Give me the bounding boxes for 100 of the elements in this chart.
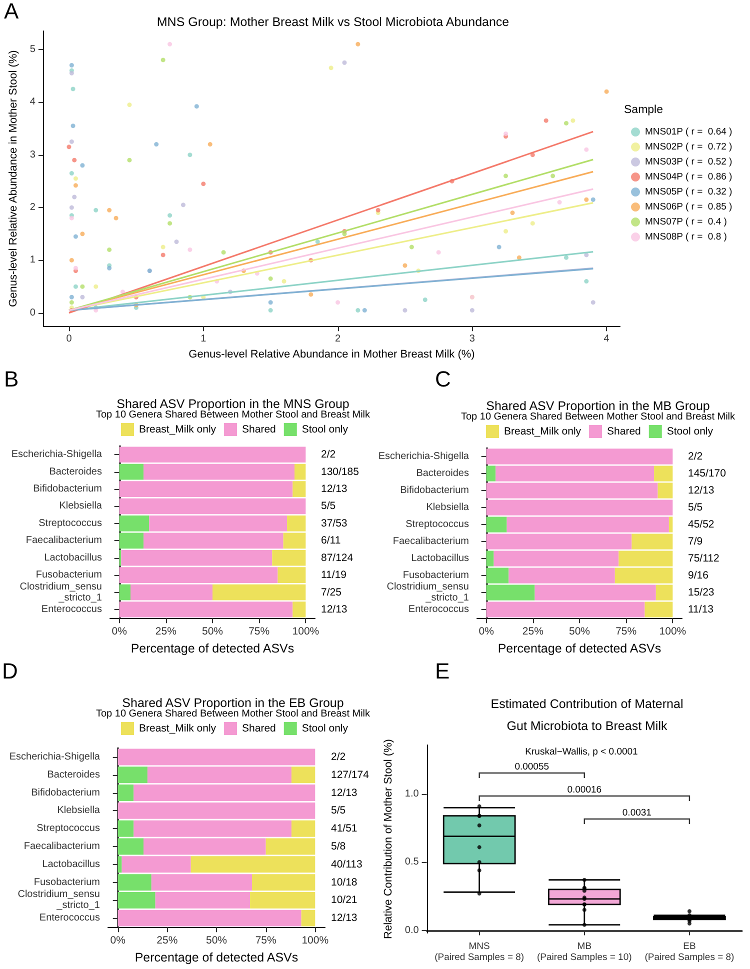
x-tick-label: 0% xyxy=(110,934,126,947)
y-axis-title: Genus-level Relative Abundance in Mother Stool (%) xyxy=(8,50,20,307)
text: 12/13 xyxy=(321,483,348,496)
x-tick-label: 4 xyxy=(604,334,610,345)
y-tick-label: Fusobacterium xyxy=(34,876,100,888)
legend-label: Breast_Milk only xyxy=(504,426,582,438)
y-tick-label: Faecalibacterium xyxy=(392,536,469,548)
y-tick-label: 0.5 xyxy=(404,856,420,868)
y-tick-label: Bacteroides xyxy=(49,466,102,478)
y-tick-label: Escherichia-Shigella xyxy=(11,449,102,460)
text: 37/53 xyxy=(321,517,348,530)
y-tick-label: Bifidobacterium xyxy=(31,787,100,798)
x-tick-label: 25% xyxy=(155,626,176,638)
legend-label: Stool only xyxy=(302,424,349,436)
x-axis-title: Percentage of detected ASVs xyxy=(134,950,298,964)
y-tick-label: Enterococcus xyxy=(408,604,469,616)
legend-label: Shared xyxy=(607,426,642,438)
x-tick-label: EB (Paired Samples = 8) xyxy=(644,941,734,963)
y-tick-label: Streptococcus xyxy=(36,823,100,834)
text: 2/2 xyxy=(688,450,703,463)
text: A xyxy=(4,0,19,24)
text: 11/13 xyxy=(688,604,714,616)
chart-subtitle: Top 10 Genera Shared Between Mother Stool and Breast Milk xyxy=(96,410,372,420)
x-tick-label: 75% xyxy=(616,626,637,638)
legend-label: MNS04P ( r = 0.86 ) xyxy=(645,172,732,182)
legend-label: MNS02P ( r = 0.72 ) xyxy=(645,142,732,152)
y-tick-label: Escherichia-Shigella xyxy=(9,751,100,762)
text: 87/124 xyxy=(321,552,354,564)
x-tick-label: 50% xyxy=(202,626,224,638)
text: 11/19 xyxy=(321,569,347,582)
text: 10/21 xyxy=(331,894,358,906)
text: 5/5 xyxy=(331,804,346,817)
legend-label: Stool only xyxy=(666,426,714,438)
annotation: 0.0031 xyxy=(622,808,652,818)
legend-label: MNS01P ( r = 0.64 ) xyxy=(645,126,732,138)
y-tick-label: Bacteroides xyxy=(416,468,469,480)
y-tick-label: Lactobacillus xyxy=(411,553,469,564)
y-tick-label: Klebsiella xyxy=(59,500,102,512)
y-tick-label: 0 xyxy=(30,307,36,318)
legend-label: MNS06P ( r = 0.85 ) xyxy=(645,202,732,212)
legend-label: MNS03P ( r = 0.52 ) xyxy=(645,156,732,168)
y-tick-label: Clostridium_sensu _stricto_1 xyxy=(18,889,100,912)
legend-label: MNS08P ( r = 0.8 ) xyxy=(645,232,727,242)
x-tick-label: MB (Paired Samples = 10) xyxy=(537,941,632,963)
y-tick-label: Clostridium_sensu _stricto_1 xyxy=(20,581,102,604)
y-tick-label: Lactobacillus xyxy=(42,858,100,870)
chart-subtitle: Top 10 Genera Shared Between Mother Stool and Breast Milk xyxy=(460,412,736,422)
y-tick-label: Streptococcus xyxy=(38,518,102,529)
chart-title: Estimated Contribution of Maternal Gut Microbiota to Breast Milk xyxy=(490,697,684,733)
text: 7/25 xyxy=(321,586,342,598)
chart-subtitle: Top 10 Genera Shared Between Mother Stool and Breast Milk xyxy=(96,708,372,720)
chart-title: MNS Group: Mother Breast Milk vs Stool Microbiota Abundance xyxy=(156,15,510,29)
x-tick-label: 25% xyxy=(522,626,544,638)
legend-label: Shared xyxy=(242,424,276,436)
y-tick-label: 2 xyxy=(30,202,36,214)
y-tick-label: Fusobacterium xyxy=(36,570,102,581)
legend-label: MNS05P ( r = 0.32 ) xyxy=(645,186,732,198)
legend-label: Breast_Milk only xyxy=(139,424,217,436)
text: 75/112 xyxy=(688,552,720,565)
text: 127/174 xyxy=(331,768,370,781)
text: 5/5 xyxy=(688,502,703,514)
text: B xyxy=(4,366,19,392)
legend-label: Breast_Milk only xyxy=(139,722,217,734)
y-tick-label: 5 xyxy=(30,44,36,55)
y-tick-label: Bacteroides xyxy=(47,769,100,780)
y-tick-label: Fusobacterium xyxy=(402,570,469,582)
text: 6/11 xyxy=(321,534,341,547)
text: 12/13 xyxy=(688,484,714,497)
y-tick-label: Klebsiella xyxy=(57,805,100,816)
chart-title: Shared ASV Proportion in the MB Group xyxy=(486,399,710,413)
text: 7/9 xyxy=(688,536,703,548)
text: 15/23 xyxy=(688,586,714,599)
annotation: Kruskal−Wallis, p < 0.0001 xyxy=(525,746,638,758)
text: D xyxy=(2,658,18,684)
chart-title: Shared ASV Proportion in the MNS Group xyxy=(116,397,350,411)
text: 2/2 xyxy=(331,750,346,763)
text: 145/170 xyxy=(688,468,726,480)
y-axis-title: Relative Contribution of Mother Stool (%) xyxy=(382,739,394,939)
x-tick-label: 100% xyxy=(292,626,320,638)
y-tick-label: Lactobacillus xyxy=(44,552,102,564)
y-tick-label: Enterococcus xyxy=(41,604,102,615)
x-tick-label: 75% xyxy=(255,934,276,947)
y-tick-label: Clostridium_sensu _stricto_1 xyxy=(386,582,470,604)
legend-label: Shared xyxy=(242,722,276,734)
y-tick-label: Faecalibacterium xyxy=(24,841,100,852)
x-tick-label: 0% xyxy=(478,626,494,638)
x-axis-title: Percentage of detected ASVs xyxy=(498,642,662,656)
y-tick-label: 0.0 xyxy=(404,924,420,936)
chart-title: Shared ASV Proportion in the EB Group xyxy=(122,696,344,710)
x-tick-label: 100% xyxy=(659,626,686,638)
text: 5/5 xyxy=(321,500,336,512)
y-tick-label: Enterococcus xyxy=(39,912,100,924)
text: 12/13 xyxy=(331,786,358,799)
y-tick-label: Bifidobacterium xyxy=(400,485,469,496)
y-tick-label: Streptococcus xyxy=(406,519,469,530)
text: 5/8 xyxy=(331,840,346,853)
y-tick-label: Bifidobacterium xyxy=(33,484,102,495)
x-tick-label: 2 xyxy=(334,334,341,345)
y-tick-label: Faecalibacterium xyxy=(26,535,102,546)
text: 40/113 xyxy=(331,858,362,870)
